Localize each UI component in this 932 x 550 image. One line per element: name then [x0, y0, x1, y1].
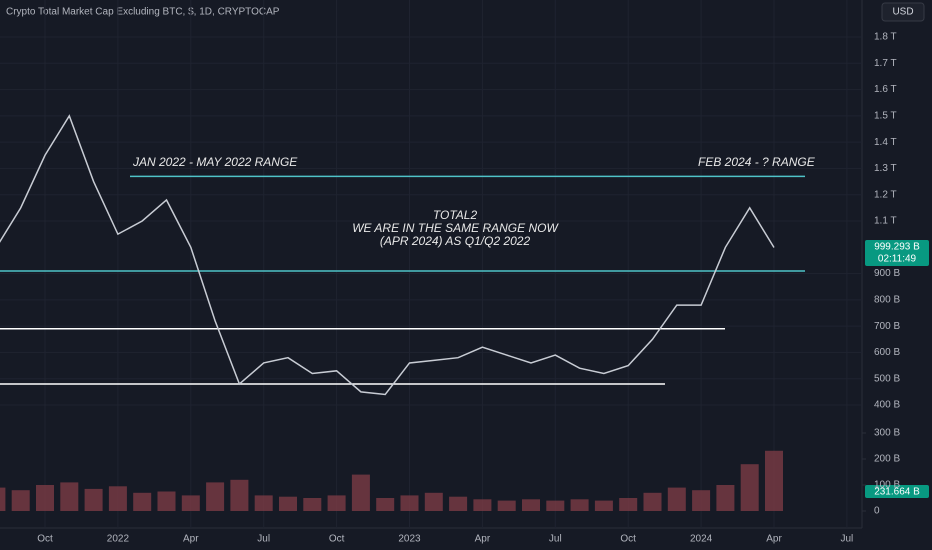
x-tick-label: Apr [766, 534, 782, 545]
annotation: JAN 2022 - MAY 2022 RANGE [132, 155, 298, 169]
y-tick-label: 1.5 T [874, 110, 897, 121]
currency-label[interactable]: USD [892, 7, 913, 18]
last-price: 999.293 B [874, 242, 920, 253]
y-tick-label: 1.4 T [874, 137, 897, 148]
volume-bar [619, 498, 638, 511]
volume-bar [449, 496, 468, 511]
volume-bar [376, 498, 395, 511]
volume-bar [327, 495, 346, 511]
y2-tick-label: 0 [874, 506, 880, 517]
x-tick-label: Oct [329, 534, 345, 545]
volume-bar [570, 499, 589, 511]
volume-bar [546, 500, 565, 511]
last-volume-box [865, 485, 929, 498]
y-tick-label: 1.6 T [874, 84, 897, 95]
volume-bar [36, 485, 54, 511]
volume-bar [181, 495, 200, 511]
volume-bar [667, 487, 686, 511]
volume-bar [11, 490, 30, 511]
volume-bar [230, 479, 249, 511]
volume-bar [254, 495, 273, 511]
countdown: 02:11:49 [878, 254, 917, 265]
y2-tick-label: 300 B [874, 428, 900, 439]
y-tick-label: 1.1 T [874, 216, 897, 227]
x-tick-label: 2023 [398, 534, 421, 545]
y-tick-label: 1.3 T [874, 163, 897, 174]
volume-bar [206, 482, 225, 511]
volume-bar [522, 499, 540, 511]
y2-tick-label: 100 B [874, 480, 900, 491]
annotation: FEB 2024 - ? RANGE [698, 155, 816, 169]
volume-bar [643, 492, 662, 511]
y-tick-label: 1.7 T [874, 58, 897, 69]
volume-bar [740, 464, 759, 511]
volume-bar [716, 485, 735, 511]
y-tick-label: 500 B [874, 373, 900, 384]
x-tick-label: Jul [841, 534, 854, 545]
y-tick-label: 800 B [874, 295, 900, 306]
volume-bar [692, 490, 711, 511]
volume-bar [594, 500, 613, 511]
y-tick-label: 900 B [874, 268, 900, 279]
y-tick-label: 600 B [874, 347, 900, 358]
y-tick-label: 400 B [874, 400, 900, 411]
annotation: TOTAL2 [433, 208, 478, 222]
y-tick-label: 700 B [874, 321, 900, 332]
annotation: WE ARE IN THE SAME RANGE NOW [352, 221, 559, 235]
price-line [0, 114, 775, 396]
volume-bar [473, 499, 492, 511]
y2-tick-label: 200 B [874, 454, 900, 465]
annotation: (APR 2024) AS Q1/Q2 2022 [380, 234, 531, 248]
last-volume: 231.664 B [874, 487, 920, 498]
volume-bar [133, 492, 152, 511]
volume-bar [424, 492, 443, 511]
x-tick-label: 2024 [690, 534, 713, 545]
x-tick-label: Apr [183, 534, 199, 545]
y-tick-label: 1.8 T [874, 32, 897, 43]
chart-title: Crypto Total Market Cap Excluding BTC, $… [6, 7, 280, 18]
x-tick-label: Oct [620, 534, 636, 545]
volume-bar [400, 495, 419, 511]
volume-bar [351, 474, 370, 511]
x-tick-label: Apr [475, 534, 491, 545]
volume-bar [765, 450, 783, 511]
currency-button[interactable] [881, 2, 925, 22]
volume-bar [497, 500, 516, 511]
x-tick-label: 2022 [107, 534, 130, 545]
volume-bar [157, 491, 176, 511]
y-tick-label: 1.2 T [874, 189, 897, 200]
volume-bar [108, 486, 127, 511]
volume-bar [60, 482, 79, 511]
volume-bar [0, 487, 6, 511]
volume-bar [279, 496, 297, 511]
x-tick-label: Jul [549, 534, 562, 545]
x-tick-label: Oct [37, 534, 53, 545]
x-tick-label: Jul [257, 534, 270, 545]
last-price-box [865, 240, 929, 266]
volume-bar [84, 488, 103, 511]
volume-bar [303, 498, 322, 511]
